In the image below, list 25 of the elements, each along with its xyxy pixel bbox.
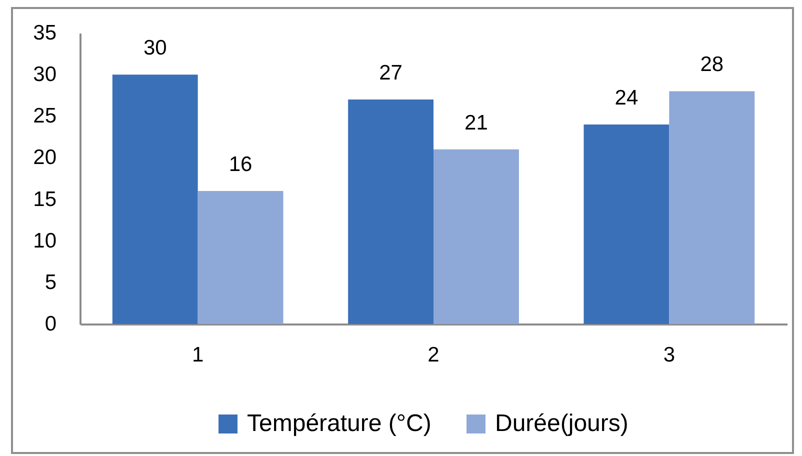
y-tick-label: 30 bbox=[33, 63, 56, 86]
legend-label: Durée(jours) bbox=[495, 410, 628, 437]
data-label: 28 bbox=[700, 53, 724, 76]
data-label: 27 bbox=[379, 62, 402, 85]
y-tick-label: 25 bbox=[33, 104, 56, 128]
y-tick-label: 20 bbox=[33, 146, 56, 170]
bar bbox=[198, 190, 284, 324]
y-tick-label: 0 bbox=[44, 312, 56, 336]
bar bbox=[669, 91, 755, 324]
x-tick-label: 3 bbox=[663, 344, 676, 366]
data-label: 24 bbox=[614, 86, 638, 110]
data-label: 30 bbox=[143, 36, 167, 60]
bar bbox=[584, 124, 670, 324]
bar bbox=[348, 100, 434, 324]
x-tick-label: 1 bbox=[192, 344, 204, 366]
y-tick-label: 15 bbox=[33, 188, 56, 211]
y-tick-label: 5 bbox=[44, 270, 56, 294]
x-tick-label: 2 bbox=[428, 344, 440, 366]
data-label: 21 bbox=[464, 111, 488, 134]
data-label: 16 bbox=[228, 152, 252, 176]
bar bbox=[434, 149, 519, 324]
y-tick-label: 35 bbox=[33, 22, 56, 44]
legend-label: Température (°C) bbox=[247, 410, 432, 437]
y-tick-label: 10 bbox=[33, 229, 56, 252]
bar bbox=[112, 74, 198, 324]
